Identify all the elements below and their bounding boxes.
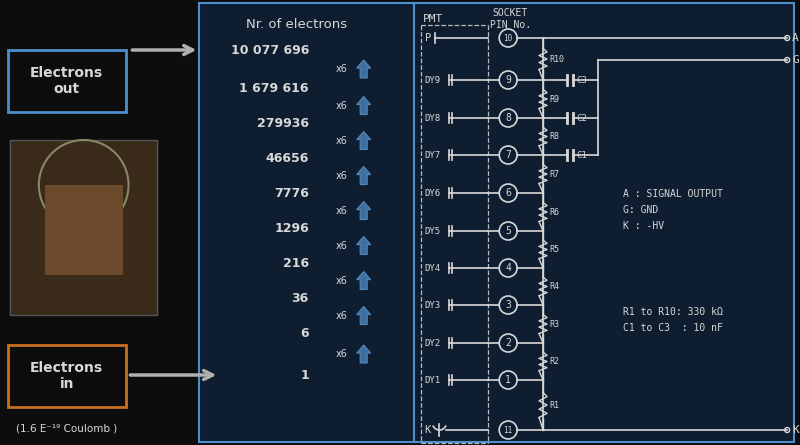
Text: DY3: DY3 xyxy=(425,300,441,310)
Text: A : SIGNAL OUTPUT
G: GND
K : -HV: A : SIGNAL OUTPUT G: GND K : -HV xyxy=(622,190,722,231)
Polygon shape xyxy=(357,345,370,363)
Text: 6: 6 xyxy=(300,327,309,340)
Text: P: P xyxy=(426,33,432,43)
Text: A: A xyxy=(792,33,799,43)
Text: DY4: DY4 xyxy=(425,263,441,272)
Polygon shape xyxy=(357,236,370,255)
Text: DY8: DY8 xyxy=(425,113,441,122)
Polygon shape xyxy=(357,202,370,219)
Text: 11: 11 xyxy=(503,425,513,434)
Text: Electrons
out: Electrons out xyxy=(30,66,103,96)
Text: R9: R9 xyxy=(549,94,559,104)
Text: C2: C2 xyxy=(577,113,587,122)
Text: x6: x6 xyxy=(336,311,348,320)
Text: R8: R8 xyxy=(549,132,559,141)
Text: R2: R2 xyxy=(549,357,559,366)
Polygon shape xyxy=(357,166,370,185)
Text: 36: 36 xyxy=(292,291,309,304)
Text: DY2: DY2 xyxy=(425,339,441,348)
Text: 216: 216 xyxy=(282,256,309,270)
Text: 1296: 1296 xyxy=(274,222,309,235)
Text: 1: 1 xyxy=(300,368,309,381)
Polygon shape xyxy=(357,132,370,150)
Text: SOCKET
PIN No.: SOCKET PIN No. xyxy=(490,8,530,30)
Text: C1: C1 xyxy=(577,150,587,159)
Text: Nr. of electrons: Nr. of electrons xyxy=(246,18,347,31)
Text: DY9: DY9 xyxy=(425,76,441,85)
Text: 4: 4 xyxy=(506,263,511,273)
Text: 3: 3 xyxy=(506,300,511,310)
Text: 7: 7 xyxy=(506,150,511,160)
Polygon shape xyxy=(357,307,370,324)
Text: R5: R5 xyxy=(549,245,559,254)
Text: G: G xyxy=(792,55,799,65)
Text: 46656: 46656 xyxy=(266,151,309,165)
Text: (1.6 E⁻¹⁹ Coulomb ): (1.6 E⁻¹⁹ Coulomb ) xyxy=(16,423,118,433)
Polygon shape xyxy=(357,97,370,114)
Text: Electrons
in: Electrons in xyxy=(30,361,103,391)
Text: R6: R6 xyxy=(549,207,559,217)
Text: 8: 8 xyxy=(506,113,511,123)
Text: x6: x6 xyxy=(336,64,348,74)
Text: 10: 10 xyxy=(503,33,513,43)
Text: 9: 9 xyxy=(506,75,511,85)
Text: x6: x6 xyxy=(336,101,348,110)
Text: x6: x6 xyxy=(336,349,348,359)
Text: PMT: PMT xyxy=(422,14,442,24)
Polygon shape xyxy=(357,271,370,290)
Text: x6: x6 xyxy=(336,170,348,181)
Text: R1 to R10: 330 kΩ
C1 to C3  : 10 nF: R1 to R10: 330 kΩ C1 to C3 : 10 nF xyxy=(622,307,722,333)
Text: 2: 2 xyxy=(506,338,511,348)
Text: DY1: DY1 xyxy=(425,376,441,384)
Text: 6: 6 xyxy=(506,188,511,198)
FancyBboxPatch shape xyxy=(10,140,158,315)
Text: R7: R7 xyxy=(549,170,559,178)
Text: x6: x6 xyxy=(336,206,348,215)
Text: C3: C3 xyxy=(577,76,587,85)
Text: DY7: DY7 xyxy=(425,150,441,159)
FancyBboxPatch shape xyxy=(8,345,126,407)
Text: K: K xyxy=(792,425,799,435)
Polygon shape xyxy=(357,60,370,78)
Text: 1: 1 xyxy=(506,375,511,385)
Text: x6: x6 xyxy=(336,240,348,251)
FancyBboxPatch shape xyxy=(45,185,122,275)
Text: R3: R3 xyxy=(549,320,559,328)
Text: 279936: 279936 xyxy=(257,117,309,129)
Text: R4: R4 xyxy=(549,282,559,291)
Text: DY6: DY6 xyxy=(425,189,441,198)
Text: K: K xyxy=(425,425,430,435)
Text: R1: R1 xyxy=(549,400,559,409)
FancyBboxPatch shape xyxy=(414,3,794,442)
Text: DY5: DY5 xyxy=(425,227,441,235)
Text: 5: 5 xyxy=(506,226,511,236)
FancyBboxPatch shape xyxy=(8,50,126,112)
Text: R10: R10 xyxy=(549,54,564,64)
FancyBboxPatch shape xyxy=(199,3,414,442)
Text: 10 077 696: 10 077 696 xyxy=(230,44,309,57)
Text: 7776: 7776 xyxy=(274,186,309,199)
Text: x6: x6 xyxy=(336,135,348,146)
Text: 1 679 616: 1 679 616 xyxy=(239,81,309,94)
Text: x6: x6 xyxy=(336,275,348,286)
